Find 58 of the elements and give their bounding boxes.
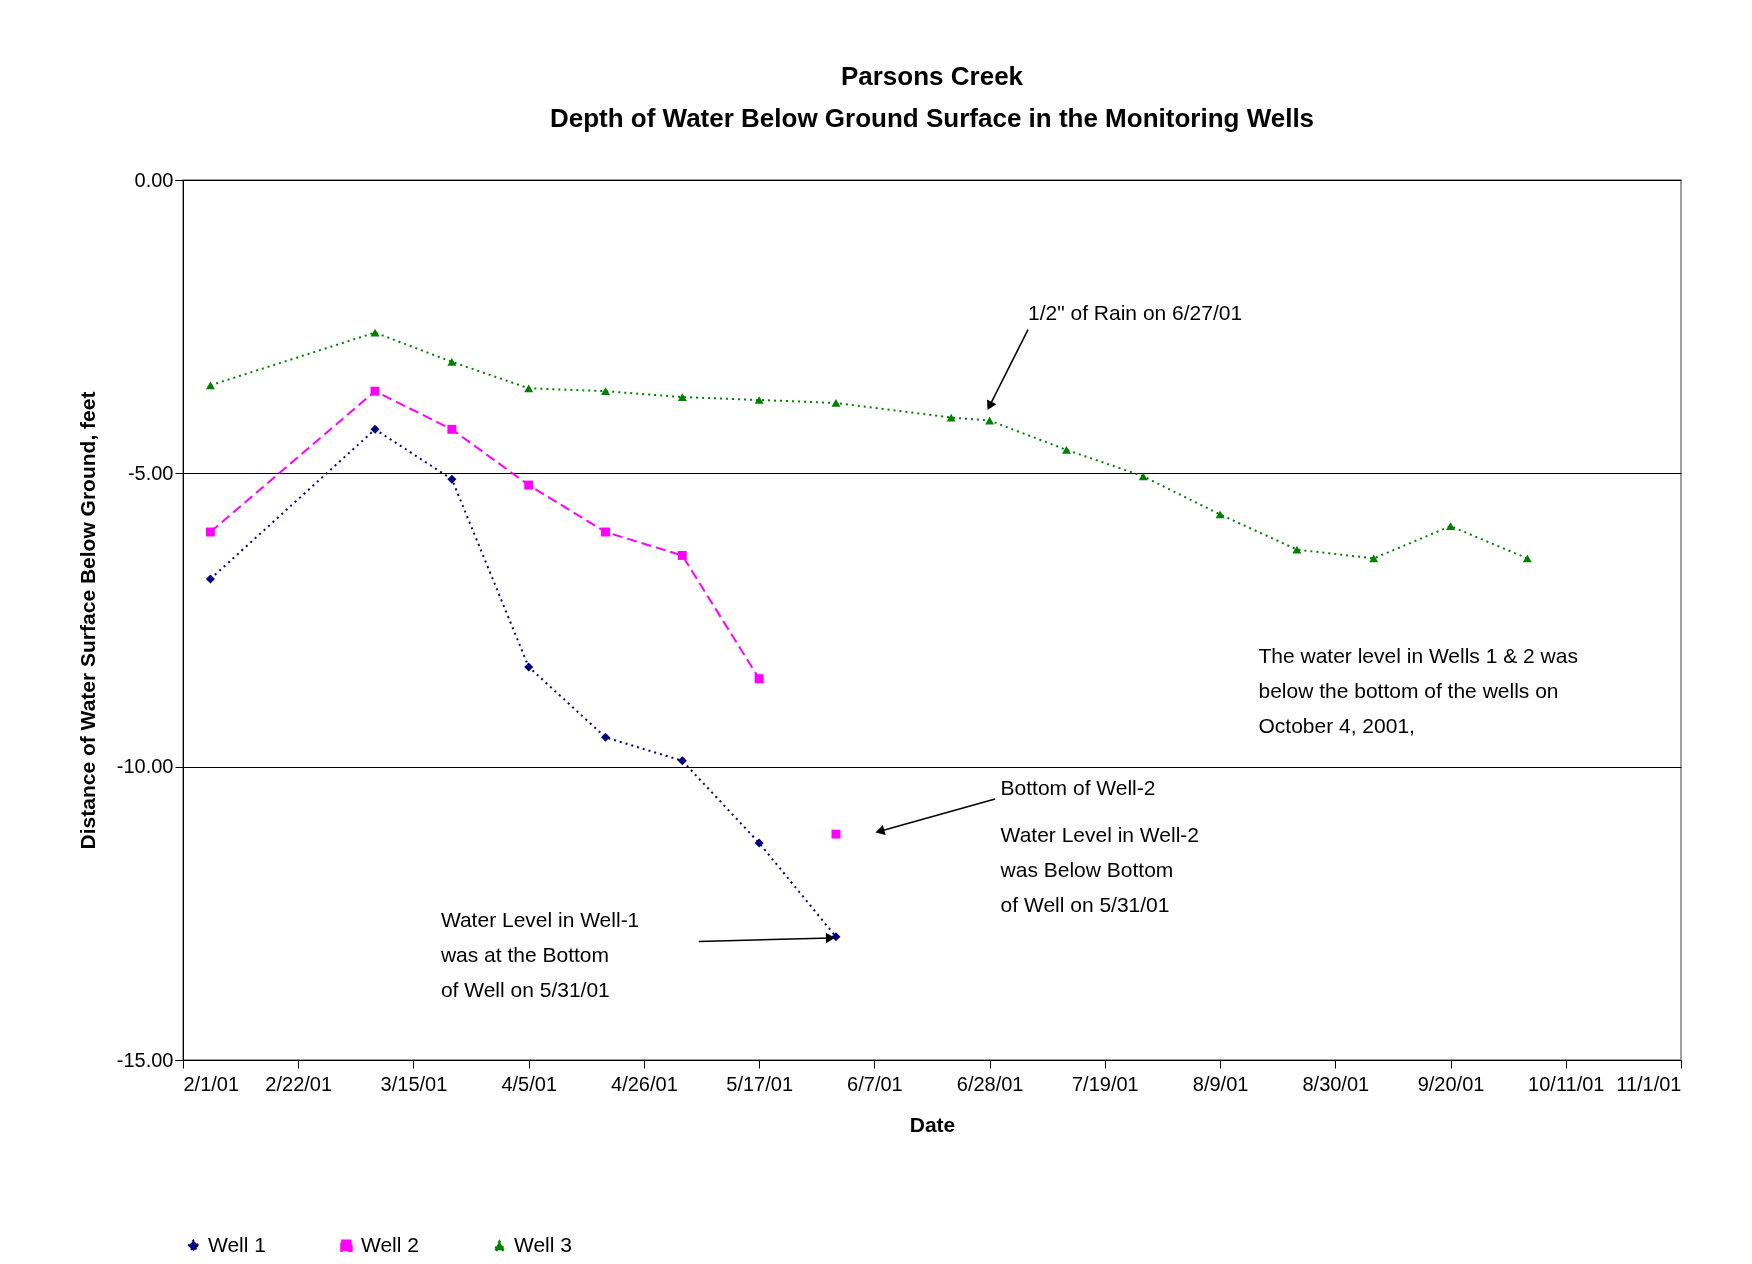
point [1061,445,1071,454]
legend-label: Well 3 [514,1232,572,1256]
point [677,393,687,401]
point [601,732,610,742]
point [1138,472,1148,481]
point [601,387,610,396]
legend-label: Well 1 [208,1232,266,1256]
point [601,527,610,537]
point [205,527,215,537]
point [524,480,534,490]
x-tick-label: 2/22/01 [265,1072,333,1095]
x-tick-label: 11/1/01 [1616,1072,1682,1095]
point [754,674,764,684]
point [1446,522,1456,531]
x-tick-label: 7/19/01 [1071,1072,1139,1095]
y-tick-label: -15.00 [116,1048,174,1071]
point [1522,554,1532,563]
x-tick-label: 6/28/01 [956,1072,1024,1095]
point [205,381,215,390]
x-tick-label: 6/7/01 [847,1072,903,1095]
x-tick-label: 10/11/01 [1528,1072,1605,1095]
point [1369,554,1379,563]
chart-subtitle: Depth of Water Below Ground Surface in the Monitoring Wells [549,103,1315,133]
x-axis-title: Date [909,1112,956,1136]
point [524,662,534,672]
y-tick-label: 0.00 [134,168,174,191]
x-tick-label: 8/9/01 [1192,1072,1249,1095]
point [447,424,457,434]
point [677,756,687,766]
point [524,384,534,393]
point [677,550,687,560]
y-tick-label: -10.00 [116,755,174,778]
point [754,838,764,848]
y-tick-label: -5.00 [127,461,174,484]
x-tick-label: 4/5/01 [501,1072,557,1095]
point [447,357,457,366]
annotation: Bottom of Well-2 [1000,776,1156,800]
x-tick-label: 2/1/01 [183,1072,240,1095]
annotation: 1/2" of Rain on 6/27/01 [1028,301,1243,325]
point [205,574,215,584]
annotation: Water Level in Well-2 was Below Bottom of Well on 5/31/01 [999,823,1199,917]
point [447,474,457,484]
y-axis-title: Distance of Water Surface Below Ground, feet [75,391,99,850]
point [831,399,841,407]
point [1215,510,1225,519]
point [754,396,764,404]
annotation: The water level in Wells 1 & 2 was below the bottom of the wells on October 4, 2001, [1258,644,1578,738]
legend-label: Well 2 [361,1232,419,1256]
point [831,829,841,839]
point [370,386,380,396]
x-tick-label: 5/17/01 [726,1072,794,1095]
chart-title: Parsons Creek [840,61,1024,91]
annotation: Water Level in Well-1 was at the Bottom of Well on 5/31/01 [439,908,640,1002]
x-tick-label: 9/20/01 [1417,1072,1485,1095]
x-tick-label: 3/15/01 [380,1072,448,1095]
x-tick-label: 8/30/01 [1302,1072,1370,1095]
x-tick-label: 4/26/01 [611,1072,678,1095]
point [370,424,380,434]
